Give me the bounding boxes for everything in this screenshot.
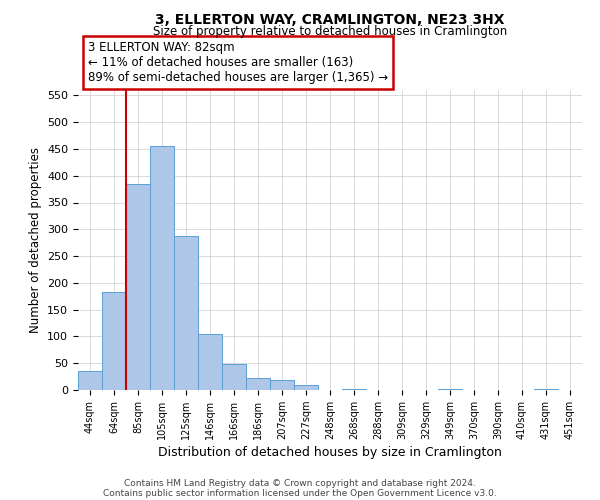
Text: 3, ELLERTON WAY, CRAMLINGTON, NE23 3HX: 3, ELLERTON WAY, CRAMLINGTON, NE23 3HX: [155, 12, 505, 26]
Text: 3 ELLERTON WAY: 82sqm
← 11% of detached houses are smaller (163)
89% of semi-det: 3 ELLERTON WAY: 82sqm ← 11% of detached …: [88, 41, 388, 84]
Bar: [270, 380, 294, 390]
Bar: [126, 184, 150, 390]
X-axis label: Distribution of detached houses by size in Cramlington: Distribution of detached houses by size …: [158, 446, 502, 459]
Text: Contains public sector information licensed under the Open Government Licence v3: Contains public sector information licen…: [103, 488, 497, 498]
Bar: [222, 364, 246, 390]
Bar: [150, 146, 174, 390]
Bar: [198, 334, 222, 390]
Y-axis label: Number of detached properties: Number of detached properties: [29, 147, 41, 333]
Bar: [246, 378, 270, 390]
Text: Contains HM Land Registry data © Crown copyright and database right 2024.: Contains HM Land Registry data © Crown c…: [124, 478, 476, 488]
Bar: [174, 236, 198, 390]
Text: Size of property relative to detached houses in Cramlington: Size of property relative to detached ho…: [153, 25, 507, 38]
Bar: [78, 371, 102, 390]
Bar: [102, 292, 126, 390]
Bar: [294, 384, 318, 390]
